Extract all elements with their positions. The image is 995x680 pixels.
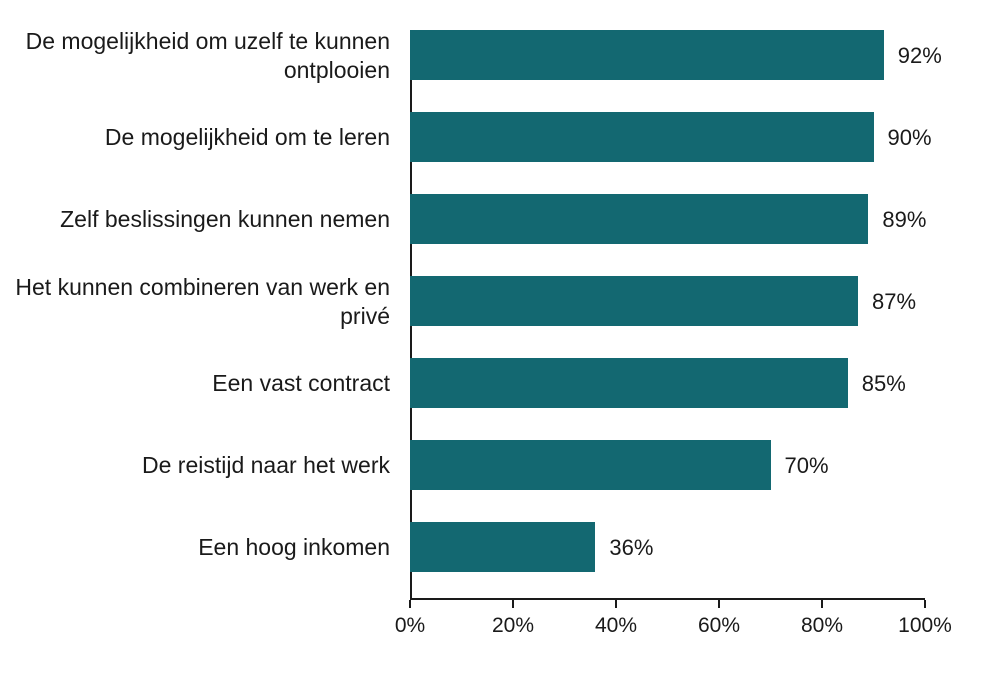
horizontal-bar-chart: 0%20%40%60%80%100% De mogelijkheid om uz… (0, 0, 995, 680)
bar-value-label: 87% (872, 289, 916, 315)
bar-value-label: 92% (898, 43, 942, 69)
bar (410, 276, 858, 326)
category-label: Zelf beslissingen kunnen nemen (0, 205, 390, 234)
bar (410, 358, 848, 408)
bar (410, 112, 874, 162)
bar-value-label: 90% (888, 125, 932, 151)
bar (410, 440, 771, 490)
category-label: Een vast contract (0, 369, 390, 398)
x-tick (615, 600, 617, 608)
x-tick-label: 0% (395, 614, 425, 638)
category-label: De reistijd naar het werk (0, 451, 390, 480)
x-tick (924, 600, 926, 608)
category-label: Een hoog inkomen (0, 533, 390, 562)
bar-value-label: 70% (785, 453, 829, 479)
x-tick-label: 60% (698, 614, 740, 638)
x-tick-label: 20% (492, 614, 534, 638)
category-label: Het kunnen combineren van werk en privé (0, 273, 390, 331)
x-tick-label: 40% (595, 614, 637, 638)
bar-value-label: 85% (862, 371, 906, 397)
plot-area: 0%20%40%60%80%100% (410, 30, 925, 600)
category-label: De mogelijkheid om te leren (0, 123, 390, 152)
bar (410, 194, 868, 244)
bar (410, 522, 595, 572)
x-tick-label: 80% (801, 614, 843, 638)
x-tick (512, 600, 514, 608)
x-tick (821, 600, 823, 608)
x-tick (718, 600, 720, 608)
bar-value-label: 89% (882, 207, 926, 233)
bar-value-label: 36% (609, 535, 653, 561)
bar (410, 30, 884, 80)
x-axis (410, 598, 925, 600)
x-tick (409, 600, 411, 608)
x-tick-label: 100% (898, 614, 952, 638)
category-label: De mogelijkheid om uzelf te kunnen ontpl… (0, 27, 390, 85)
